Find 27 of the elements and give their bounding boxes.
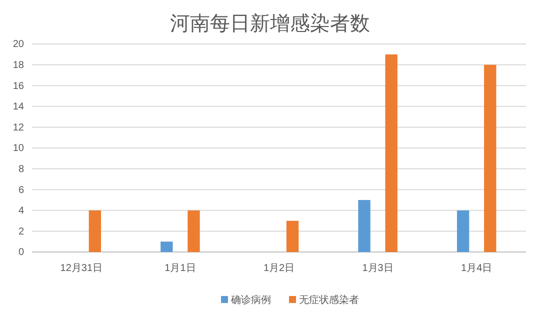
x-tick-label: 1月2日 <box>263 263 295 274</box>
bar <box>358 200 370 252</box>
x-tick-label: 1月1日 <box>164 263 196 274</box>
chart-title: 河南每日新增感染者数 <box>170 11 370 35</box>
bar <box>385 54 398 252</box>
y-tick-label: 4 <box>18 206 24 217</box>
y-tick-label: 6 <box>18 184 24 196</box>
bar <box>484 64 496 252</box>
x-tick-label: 1月3日 <box>362 263 394 274</box>
bar <box>88 210 102 252</box>
y-tick-label: 8 <box>18 164 24 175</box>
y-tick-label: 10 <box>12 143 24 154</box>
bar <box>286 220 299 252</box>
bar <box>160 242 173 252</box>
legend-label: 无症状感染者 <box>299 294 359 306</box>
x-tick-label: 1月4日 <box>461 263 492 274</box>
y-tick-label: 16 <box>12 80 24 92</box>
y-tick-label: 18 <box>12 60 24 71</box>
legend-label: 确诊病例 <box>230 294 271 306</box>
bar <box>456 210 470 252</box>
y-tick-label: 12 <box>12 122 24 134</box>
y-tick-label: 0 <box>18 247 24 258</box>
y-tick-label: 20 <box>12 39 24 50</box>
y-tick-label: 2 <box>18 226 24 238</box>
y-tick-label: 14 <box>12 102 24 113</box>
bar <box>188 210 200 252</box>
x-tick-label: 12月31日 <box>60 263 103 274</box>
